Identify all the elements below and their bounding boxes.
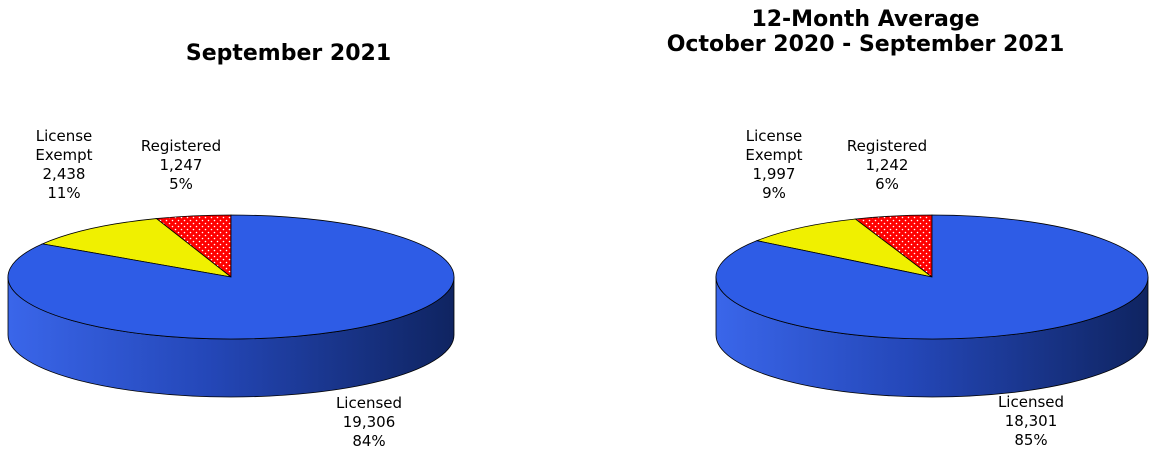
- slice-name-line: Licensed: [997, 393, 1065, 411]
- slice-label-licensed: Licensed 19,306 84%: [314, 394, 424, 451]
- slice-name-line: License: [745, 127, 803, 145]
- chart-title: September 2021: [0, 41, 577, 66]
- slice-percent: 6%: [875, 175, 899, 193]
- slice-percent: 5%: [169, 175, 193, 193]
- slice-label-registered: Registered 1,242 6%: [832, 137, 942, 194]
- slice-name-line: Licensed: [335, 394, 403, 412]
- pie-chart: [7, 214, 455, 398]
- chart-panel-12-month-average: 12-Month Average October 2020 - Septembe…: [577, 0, 1154, 454]
- slice-name-line: Exempt: [35, 146, 93, 164]
- slice-license-exempt: [755, 218, 933, 278]
- slice-percent: 84%: [352, 432, 386, 450]
- slice-label-registered: Registered 1,247 5%: [126, 137, 236, 194]
- chart-title-line: 12-Month Average: [751, 7, 980, 32]
- slice-percent: 11%: [47, 184, 81, 202]
- slice-label-license-exempt: License Exempt 2,438 11%: [18, 127, 110, 203]
- slice-value: 1,997: [752, 165, 796, 183]
- chart-title-line: October 2020 - September 2021: [666, 32, 1065, 57]
- slice-value: 2,438: [42, 165, 86, 183]
- slice-value: 19,306: [342, 413, 396, 431]
- slice-name-line: Registered: [140, 137, 222, 155]
- pie-chart: [715, 214, 1149, 398]
- slice-value: 1,242: [865, 156, 909, 174]
- slice-name-line: License: [35, 127, 93, 145]
- chart-title: 12-Month Average October 2020 - Septembe…: [577, 7, 1154, 57]
- chart-title-line: September 2021: [185, 41, 392, 66]
- slice-licensed: [715, 214, 1149, 340]
- slice-name-line: Exempt: [745, 146, 803, 164]
- slice-label-licensed: Licensed 18,301 85%: [976, 393, 1086, 450]
- slice-label-license-exempt: License Exempt 1,997 9%: [729, 127, 819, 203]
- slice-percent: 85%: [1014, 431, 1048, 449]
- slice-name-line: Registered: [846, 137, 928, 155]
- slice-licensed: [7, 214, 455, 340]
- slice-license-exempt: [41, 218, 232, 278]
- slice-value: 1,247: [159, 156, 203, 174]
- slice-value: 18,301: [1004, 412, 1058, 430]
- chart-panel-september-2021: September 2021 License Exempt 2,438 11% …: [0, 41, 577, 451]
- slice-percent: 9%: [762, 184, 786, 202]
